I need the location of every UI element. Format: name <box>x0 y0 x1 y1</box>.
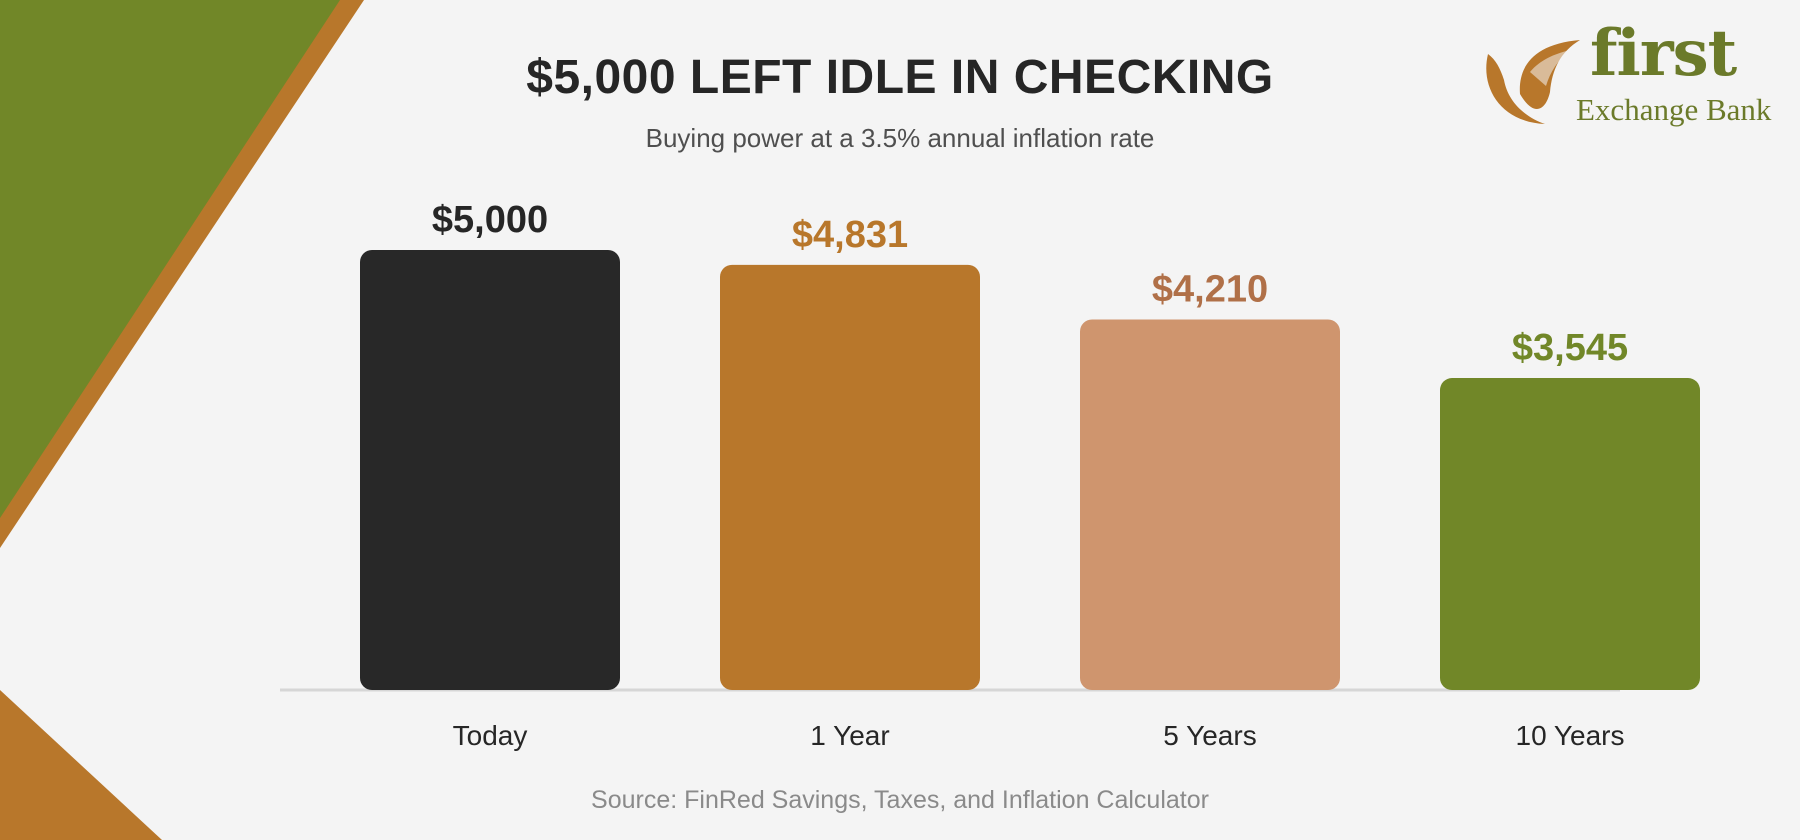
chart-title: $5,000 LEFT IDLE IN CHECKING <box>526 51 1274 104</box>
value-label-0: $5,000 <box>432 199 548 241</box>
category-label-1: 1 Year <box>810 720 889 751</box>
bottom-left-copper-triangle <box>0 690 162 840</box>
top-left-olive-triangle <box>0 0 340 518</box>
bar-1 <box>720 264 980 690</box>
bar-3 <box>1440 378 1700 690</box>
category-label-2: 5 Years <box>1163 720 1256 751</box>
value-label-2: $4,210 <box>1152 269 1268 311</box>
bar-2 <box>1080 319 1340 690</box>
leaf-icon <box>1486 40 1580 124</box>
source-note: Source: FinRed Savings, Taxes, and Infla… <box>591 786 1209 814</box>
category-label-3: 10 Years <box>1516 720 1625 751</box>
chart-subtitle: Buying power at a 3.5% annual inflation … <box>645 123 1155 153</box>
value-label-3: $3,545 <box>1512 327 1628 369</box>
value-label-1: $4,831 <box>792 214 908 256</box>
category-label-0: Today <box>453 720 528 751</box>
bar-0 <box>360 250 620 690</box>
logo-bank-name: Exchange Bank <box>1576 92 1772 127</box>
bars-group: $5,000 Today $4,831 1 Year $4,210 5 Years $3,5… <box>360 199 1700 751</box>
logo-word-first: first <box>1590 16 1737 91</box>
bank-logo: first Exchange Bank <box>1480 16 1771 132</box>
